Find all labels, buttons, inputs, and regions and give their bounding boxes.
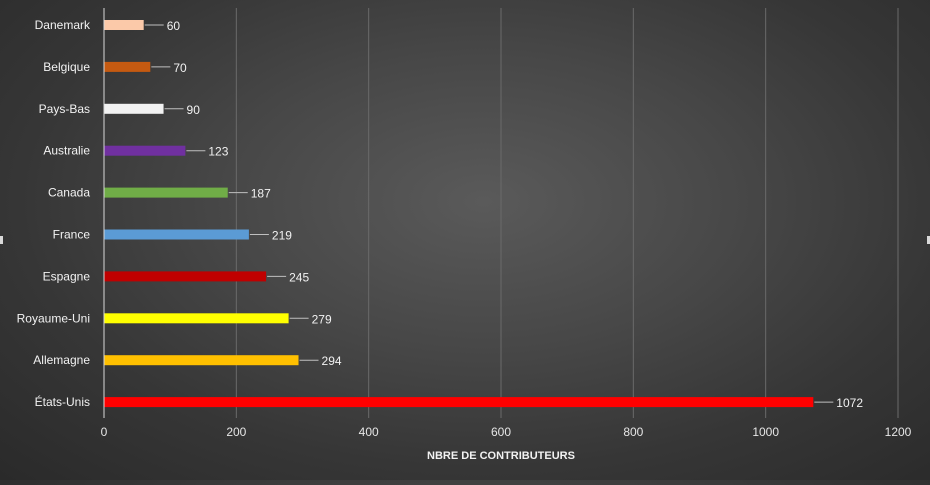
category-label: France bbox=[53, 228, 91, 242]
category-label: Espagne bbox=[43, 269, 91, 283]
right-resize-handle[interactable] bbox=[927, 236, 930, 244]
data-label: 123 bbox=[208, 145, 228, 159]
category-label: Royaume-Uni bbox=[17, 311, 90, 325]
x-tick-label: 600 bbox=[491, 425, 511, 439]
x-tick-label: 1200 bbox=[885, 425, 912, 439]
category-label: Canada bbox=[48, 186, 90, 200]
bar bbox=[104, 397, 814, 408]
bar bbox=[104, 187, 228, 198]
x-tick-label: 1000 bbox=[752, 425, 779, 439]
bar bbox=[104, 145, 186, 156]
x-tick-label: 400 bbox=[359, 425, 379, 439]
x-tick-labels: 0 200 400 600 800 1000 1200 bbox=[101, 425, 912, 439]
bar bbox=[104, 20, 144, 30]
left-resize-handle[interactable] bbox=[0, 236, 3, 244]
gridlines bbox=[235, 8, 899, 418]
bar bbox=[104, 229, 249, 240]
bar bbox=[104, 313, 289, 324]
x-tick-label: 200 bbox=[226, 425, 246, 439]
data-label: 245 bbox=[289, 270, 309, 284]
bar bbox=[104, 271, 267, 282]
category-labels: Danemark Belgique Pays-Bas Australie Canada F… bbox=[17, 18, 91, 409]
category-label: Danemark bbox=[35, 18, 91, 32]
bar bbox=[104, 103, 164, 114]
bar bbox=[104, 61, 151, 72]
category-label: Australie bbox=[43, 144, 90, 158]
category-label: Belgique bbox=[43, 60, 90, 74]
category-label: Pays-Bas bbox=[39, 102, 90, 116]
data-label: 219 bbox=[272, 229, 292, 243]
data-label: 90 bbox=[187, 103, 201, 117]
category-label: États-Unis bbox=[35, 394, 90, 409]
bars bbox=[104, 20, 814, 408]
category-label: Allemagne bbox=[33, 353, 90, 367]
x-axis-title: NBRE DE CONTRIBUTEURS bbox=[427, 450, 575, 462]
x-tick-label: 0 bbox=[101, 425, 108, 439]
bar bbox=[104, 355, 299, 366]
data-label: 70 bbox=[173, 61, 187, 75]
data-label: 187 bbox=[251, 187, 271, 201]
data-label: 294 bbox=[322, 354, 342, 368]
data-label: 279 bbox=[312, 312, 332, 326]
x-tick-label: 800 bbox=[623, 425, 643, 439]
data-labels: 60 70 90 123 187 219 245 279 294 1072 bbox=[144, 19, 863, 410]
data-label: 1072 bbox=[836, 396, 863, 410]
data-label: 60 bbox=[167, 19, 181, 33]
